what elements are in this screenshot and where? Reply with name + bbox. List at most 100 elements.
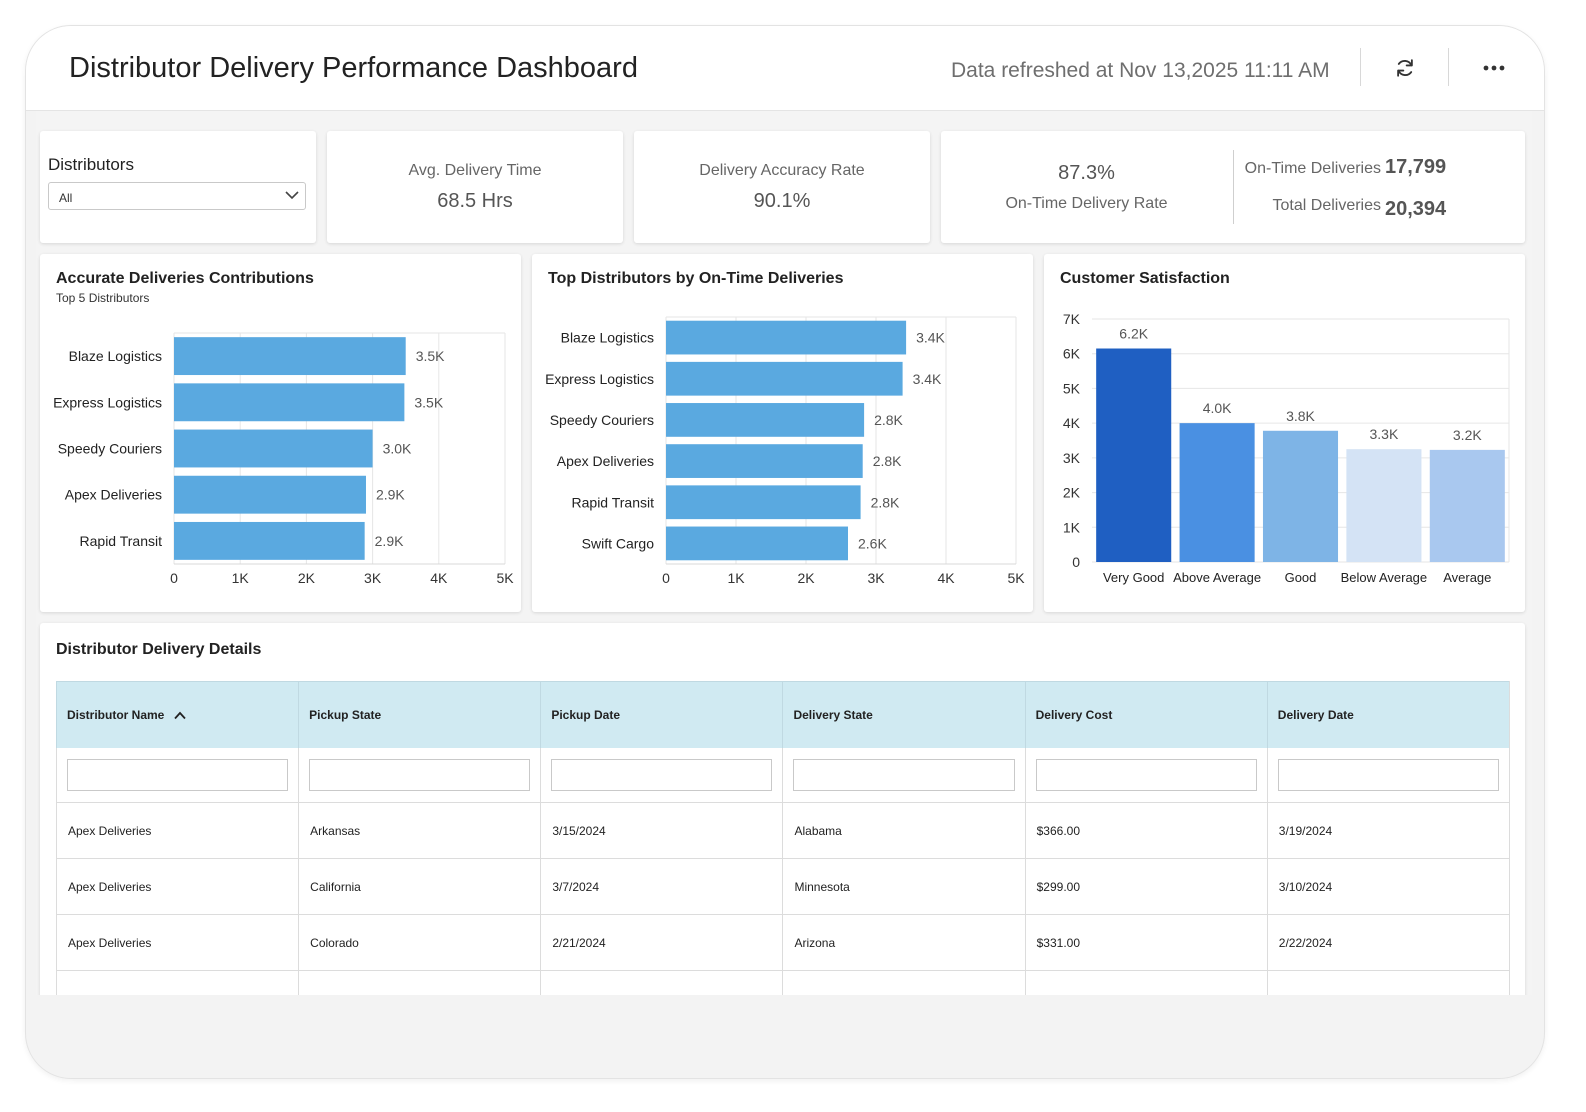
more-options-button[interactable] <box>1474 50 1514 86</box>
table-row[interactable]: Apex Deliveries Colorado 2/21/2024 Arizo… <box>55 914 1511 971</box>
bar <box>666 361 903 396</box>
y-category-label: Blaze Logistics <box>69 348 162 364</box>
data-label: 2.8K <box>874 412 903 428</box>
data-label: 2.8K <box>871 494 900 510</box>
distributors-filter-label: Distributors <box>48 155 134 174</box>
delivery-details-card: Distributor Delivery Details Distributor… <box>40 623 1525 995</box>
dashboard-window: Distributor Delivery Performance Dashboa… <box>25 25 1545 1079</box>
table-cell: Minnesota <box>782 858 1026 915</box>
delivery-state-filter-input[interactable] <box>793 759 1015 791</box>
dashboard-header: Distributor Delivery Performance Dashboa… <box>26 26 1544 111</box>
x-tick-label: 4K <box>937 570 955 586</box>
table-cell: Apex Deliveries <box>55 914 299 971</box>
x-category-label: Average <box>1443 570 1491 585</box>
y-category-label: Express Logistics <box>53 394 162 410</box>
x-tick-label: 1K <box>727 570 745 586</box>
bar <box>174 383 405 422</box>
chevron-down-icon <box>285 191 299 200</box>
y-category-label: Speedy Couriers <box>58 441 162 457</box>
x-tick-label: 5K <box>496 570 514 586</box>
table-cell: $299.00 <box>1024 858 1268 915</box>
table-row[interactable]: Apex Deliveries California 3/7/2024 Minn… <box>55 858 1511 915</box>
distributors-selected-value: All <box>59 191 73 205</box>
table-cell: $331.00 <box>1024 914 1268 971</box>
x-tick-label: 2K <box>298 570 316 586</box>
table-cell: 3/7/2024 <box>540 858 783 915</box>
table-cell <box>298 970 541 995</box>
distributor-name-filter-input[interactable] <box>67 759 289 791</box>
x-tick-label: 1K <box>232 570 250 586</box>
data-label: 2.9K <box>375 533 404 549</box>
pickup-state-filter-input[interactable] <box>309 759 531 791</box>
x-tick-label: 2K <box>797 570 815 586</box>
data-label: 2.8K <box>873 453 902 469</box>
bar <box>1262 430 1339 562</box>
table-row[interactable]: Apex Deliveries Arkansas 3/15/2024 Alaba… <box>55 802 1511 859</box>
bar <box>1179 423 1255 562</box>
table-row[interactable] <box>55 970 1511 995</box>
sort-ascending-icon[interactable] <box>174 711 186 720</box>
bar <box>1346 449 1422 562</box>
table-cell: Colorado <box>298 914 541 971</box>
column-header-delivery-date[interactable]: Delivery Date <box>1266 681 1511 748</box>
delivery-cost-filter-input[interactable] <box>1035 759 1257 791</box>
y-tick-label: 5K <box>1063 380 1081 396</box>
x-category-label: Above Average <box>1173 570 1261 585</box>
avg-delivery-time-card: Avg. Delivery Time 68.5 Hrs <box>327 131 623 243</box>
data-label: 2.6K <box>858 535 887 551</box>
accurate-deliveries-chart-title: Accurate Deliveries Contributions <box>56 270 314 287</box>
column-header-label: Distributor Name <box>67 708 165 722</box>
column-header-pickup-state[interactable]: Pickup State <box>298 681 541 748</box>
table-cell: 3/15/2024 <box>540 802 783 859</box>
filter-cell <box>1266 748 1511 803</box>
y-tick-label: 3K <box>1063 450 1081 466</box>
column-header-delivery-state[interactable]: Delivery State <box>782 681 1026 748</box>
x-category-label: Very Good <box>1103 570 1164 585</box>
accurate-deliveries-chart: 0 1K 2K 3K 4K 5K Blaze Logistics 3.5K Express Lo… <box>53 332 514 586</box>
delivery-details-table: Distributor Name Pickup State Pickup Dat… <box>55 681 1511 995</box>
refresh-button[interactable] <box>1385 50 1425 86</box>
filter-cell <box>782 748 1026 803</box>
column-header-pickup-date[interactable]: Pickup Date <box>540 681 783 748</box>
more-options-icon <box>1483 65 1505 71</box>
data-label: 3.4K <box>913 371 942 387</box>
column-header-delivery-cost[interactable]: Delivery Cost <box>1024 681 1268 748</box>
table-filter-row <box>55 748 1511 803</box>
table-cell: 3/10/2024 <box>1266 858 1511 915</box>
delivery-date-filter-input[interactable] <box>1277 759 1499 791</box>
x-tick-label: 3K <box>364 570 382 586</box>
y-tick-label: 2K <box>1063 485 1081 501</box>
table-cell <box>782 970 1026 995</box>
pickup-date-filter-input[interactable] <box>551 759 773 791</box>
on-time-deliveries-value: 17,799 <box>1385 156 1447 178</box>
y-tick-label: 6K <box>1063 346 1081 362</box>
bar <box>666 320 907 355</box>
column-header-distributor-name[interactable]: Distributor Name <box>55 681 299 748</box>
table-header-row: Distributor Name Pickup State Pickup Dat… <box>55 681 1511 748</box>
data-label: 3.8K <box>1286 408 1315 424</box>
filter-cell <box>540 748 783 803</box>
y-category-label: Blaze Logistics <box>561 330 654 346</box>
avg-delivery-time-label: Avg. Delivery Time <box>408 162 542 179</box>
y-category-label: Apex Deliveries <box>557 453 654 469</box>
page-title: Distributor Delivery Performance Dashboa… <box>69 52 638 84</box>
data-refreshed-timestamp: Data refreshed at Nov 13,2025 11:11 AM <box>951 59 1330 82</box>
delivery-accuracy-value: 90.1% <box>753 190 811 212</box>
data-label: 3.0K <box>383 441 412 457</box>
distributors-dropdown[interactable]: All <box>48 182 306 210</box>
bar <box>174 475 366 514</box>
bar <box>666 485 861 520</box>
kpi-divider <box>1233 150 1234 224</box>
bar <box>174 337 406 376</box>
data-label: 3.3K <box>1369 426 1398 442</box>
on-time-rate-value: 87.3% <box>1058 162 1115 184</box>
bar <box>1429 449 1505 562</box>
filter-cell <box>298 748 541 803</box>
y-tick-label: 7K <box>1063 311 1081 327</box>
x-category-label: Good <box>1285 570 1317 585</box>
delivery-accuracy-card: Delivery Accuracy Rate 90.1% <box>634 131 930 243</box>
table-cell: California <box>298 858 541 915</box>
avg-delivery-time-value: 68.5 Hrs <box>437 190 513 212</box>
top-distributors-chart: 0 1K 2K 3K 4K 5K Blaze Logistics 3.4K Express Lo… <box>545 316 1025 586</box>
x-category-label: Below Average <box>1341 570 1428 585</box>
